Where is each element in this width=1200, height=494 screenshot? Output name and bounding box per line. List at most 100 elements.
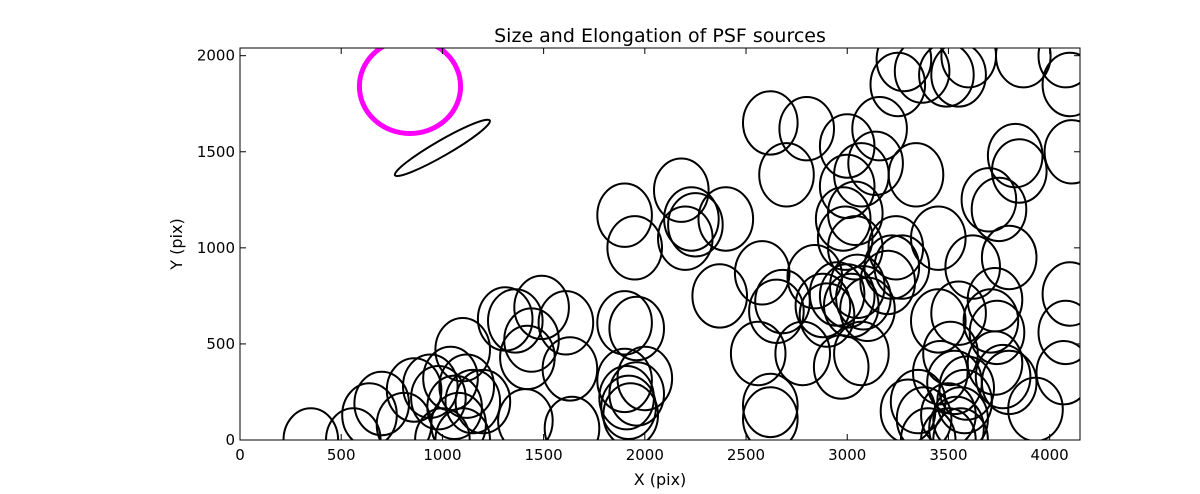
source-ellipse — [873, 234, 931, 300]
source-ellipse — [974, 343, 1032, 410]
source-ellipse — [912, 340, 969, 406]
source-ellipse — [910, 288, 967, 354]
source-ellipse — [438, 353, 496, 419]
source-ellipse — [497, 388, 554, 440]
source-ellipse — [833, 320, 890, 387]
source-ellipse — [966, 267, 1024, 333]
source-ellipse — [794, 272, 852, 339]
source-ellipse — [818, 153, 876, 220]
source-ellipse — [991, 138, 1048, 204]
source-ellipse — [798, 282, 856, 348]
source-ellipse — [434, 317, 492, 383]
source-ellipse — [596, 347, 653, 414]
source-ellipse — [729, 320, 787, 387]
source-ellipse — [543, 395, 601, 440]
source-ellipse — [1037, 299, 1080, 366]
source-ellipse — [827, 180, 884, 247]
source-ellipse — [667, 192, 724, 258]
y-tick-label: 500 — [206, 335, 235, 353]
source-ellipse — [608, 295, 666, 362]
source-ellipse — [847, 130, 904, 197]
y-tick-label: 1500 — [197, 143, 235, 161]
x-tick-label: 0 — [235, 446, 245, 464]
source-ellipse — [733, 240, 791, 306]
source-ellipse — [960, 167, 1018, 233]
x-axis: 0 500 1000 1500 2000 2500 3000 3500 4000 — [235, 48, 1069, 464]
ellipse-layer — [282, 48, 1080, 440]
source-ellipse — [867, 215, 925, 281]
source-ellipse — [616, 345, 674, 412]
source-ellipse — [930, 280, 987, 346]
source-ellipse — [742, 372, 799, 439]
y-tick-label: 2000 — [197, 47, 235, 65]
y-tick-label: 0 — [225, 431, 235, 449]
source-ellipse — [966, 330, 1024, 396]
x-tick-label: 2500 — [727, 446, 765, 464]
plot-frame — [239, 47, 1081, 441]
source-ellipse — [663, 186, 720, 252]
source-ellipse — [653, 157, 710, 223]
source-ellipse — [385, 357, 443, 423]
y-axis-label: Y (pix) — [167, 218, 186, 270]
source-ellipse — [541, 336, 599, 402]
source-ellipse — [887, 142, 945, 208]
source-ellipse — [1041, 261, 1080, 327]
source-ellipse — [1035, 340, 1080, 406]
source-ellipse — [995, 48, 1052, 89]
source-ellipse — [980, 224, 1038, 291]
source-ellipse — [596, 182, 653, 248]
source-ellipse — [353, 370, 411, 437]
source-ellipse — [606, 215, 664, 281]
source-ellipse — [922, 320, 979, 387]
source-ellipse — [879, 378, 937, 440]
source-ellipse — [596, 290, 653, 356]
source-ellipse — [608, 361, 666, 427]
source-ellipse — [895, 386, 953, 440]
x-tick-label: 3000 — [828, 446, 866, 464]
x-tick-label: 1500 — [525, 446, 563, 464]
source-ellipse — [829, 253, 886, 319]
source-ellipse — [812, 334, 870, 400]
elongated-source-ellipse — [393, 118, 491, 178]
source-ellipse — [928, 395, 985, 440]
source-ellipse — [742, 90, 799, 156]
source-ellipse — [1043, 119, 1080, 185]
source-ellipse — [930, 48, 987, 108]
source-ellipse — [814, 186, 872, 252]
source-ellipse — [859, 249, 917, 316]
source-ellipse — [444, 368, 502, 435]
source-ellipse — [910, 205, 967, 271]
x-tick-label: 500 — [327, 446, 356, 464]
source-ellipse — [1007, 376, 1064, 440]
x-tick-label: 2000 — [626, 446, 664, 464]
source-ellipse — [691, 263, 749, 329]
source-ellipse — [537, 290, 595, 356]
y-axis: 0 500 1000 1500 2000 — [197, 47, 1080, 449]
x-axis-label: X (pix) — [634, 470, 687, 489]
source-ellipse — [851, 96, 908, 162]
source-ellipse — [970, 176, 1028, 243]
x-tick-label: 3500 — [929, 446, 967, 464]
source-ellipse — [778, 96, 836, 162]
reference-ellipse — [356, 48, 464, 136]
source-ellipse — [1041, 51, 1080, 118]
source-ellipse — [893, 48, 951, 104]
source-ellipse — [487, 288, 544, 354]
source-ellipse — [818, 263, 876, 329]
source-ellipse — [889, 368, 947, 435]
source-ellipse — [1037, 48, 1080, 89]
source-ellipse — [918, 48, 975, 108]
source-ellipse — [402, 353, 459, 419]
source-ellipse — [742, 386, 799, 440]
source-ellipse — [758, 142, 815, 208]
source-ellipse — [839, 276, 896, 342]
source-ellipse — [697, 186, 755, 252]
source-ellipse — [875, 48, 933, 93]
source-ellipse — [774, 320, 832, 387]
source-ellipse — [944, 234, 1002, 300]
source-ellipse — [962, 288, 1020, 354]
y-tick-label: 1000 — [197, 239, 235, 257]
source-ellipse — [454, 368, 512, 435]
x-tick-label: 4000 — [1031, 446, 1069, 464]
